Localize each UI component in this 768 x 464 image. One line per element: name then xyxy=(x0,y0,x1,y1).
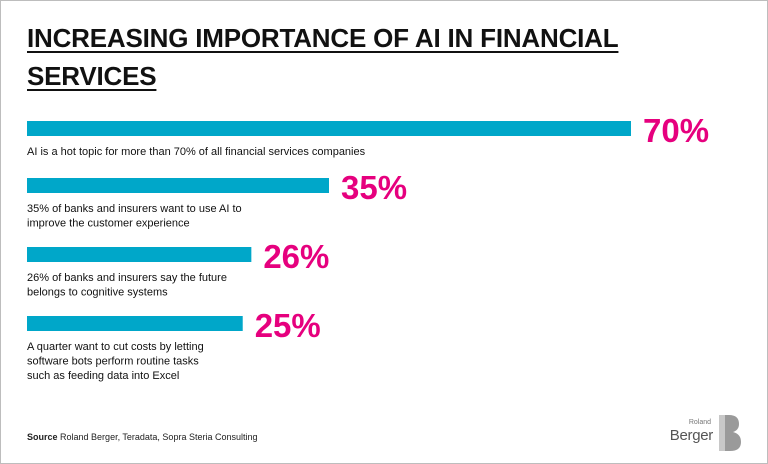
bar-chart: 70% AI is a hot topic for more than 70% o… xyxy=(27,112,709,382)
logo-text-roland: Roland xyxy=(688,419,711,426)
bar-1 xyxy=(27,121,631,136)
source-label: Source xyxy=(27,432,58,442)
bar-2 xyxy=(27,178,329,193)
category-label-2-line-2: improve the customer experience xyxy=(27,218,190,230)
chart-title: INCREASING IMPORTANCE OF AI IN FINANCIAL… xyxy=(27,19,619,95)
category-label-3-line-2: belongs to cognitive systems xyxy=(27,287,168,299)
category-label-4-line-3: such as feeding data into Excel xyxy=(27,370,179,382)
category-label-2-line-1: 35% of banks and insurers want to use AI… xyxy=(27,203,242,215)
value-label-3: 26% xyxy=(263,238,329,275)
bar-3 xyxy=(27,247,252,262)
logo-text-berger: Berger xyxy=(669,427,714,444)
source-note: Source Roland Berger, Teradata, Sopra St… xyxy=(27,432,258,442)
title-line-2: SERVICES xyxy=(27,61,157,91)
category-label-4-line-1: A quarter want to cut costs by letting xyxy=(27,341,204,353)
roland-berger-logo: Roland Berger xyxy=(669,413,743,453)
value-label-1: 70% xyxy=(643,112,709,149)
category-label-4-line-2: software bots perform routine tasks xyxy=(27,356,199,368)
title-line-1: INCREASING IMPORTANCE OF AI IN FINANCIAL xyxy=(27,23,619,53)
category-label-1-line-1: AI is a hot topic for more than 70% of a… xyxy=(27,146,366,158)
logo-b-mark-icon xyxy=(719,415,741,451)
value-label-4: 25% xyxy=(255,307,321,344)
bar-4 xyxy=(27,316,243,331)
source-text: Roland Berger, Teradata, Sopra Steria Co… xyxy=(60,432,258,442)
value-label-2: 35% xyxy=(341,169,407,206)
category-label-3-line-1: 26% of banks and insurers say the future xyxy=(27,272,227,284)
